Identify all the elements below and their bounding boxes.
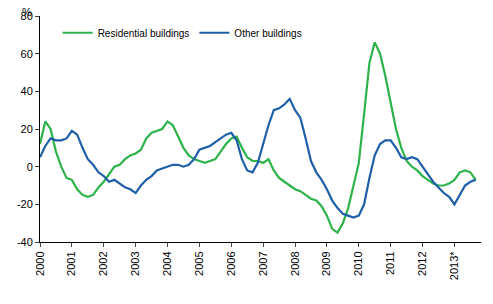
svg-text:2009: 2009: [320, 251, 332, 275]
svg-text:2011: 2011: [384, 251, 396, 275]
svg-text:Other buildings: Other buildings: [234, 28, 301, 39]
svg-text:2004: 2004: [161, 251, 173, 275]
svg-text:80: 80: [21, 10, 33, 22]
svg-text:Residential buildings: Residential buildings: [98, 28, 190, 39]
svg-text:2000: 2000: [34, 251, 46, 275]
svg-text:-20: -20: [17, 198, 33, 210]
svg-text:20: 20: [21, 123, 33, 135]
svg-text:2003: 2003: [129, 251, 141, 275]
svg-text:40: 40: [21, 85, 33, 97]
svg-text:2006: 2006: [225, 251, 237, 275]
svg-text:2008: 2008: [289, 251, 301, 275]
svg-text:2001: 2001: [65, 251, 77, 275]
svg-text:0: 0: [27, 161, 33, 173]
svg-text:60: 60: [21, 48, 33, 60]
svg-text:-40: -40: [17, 236, 33, 248]
svg-text:2005: 2005: [193, 251, 205, 275]
svg-text:2010: 2010: [352, 251, 364, 275]
svg-text:2007: 2007: [257, 251, 269, 275]
svg-text:2013*: 2013*: [448, 251, 460, 280]
svg-text:2002: 2002: [97, 251, 109, 275]
svg-text:%: %: [22, 6, 32, 18]
svg-text:2012: 2012: [416, 251, 428, 275]
